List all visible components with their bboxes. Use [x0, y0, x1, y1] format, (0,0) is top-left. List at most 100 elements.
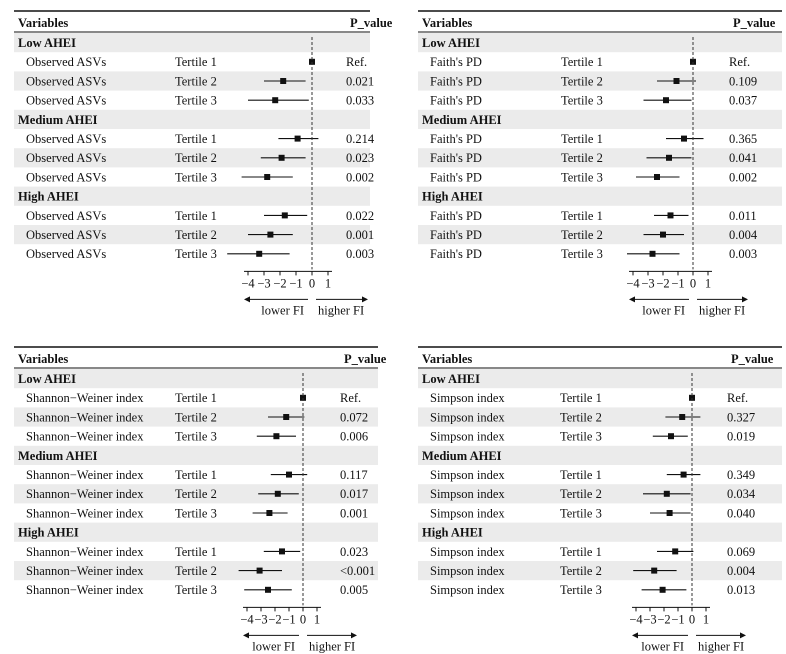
row-shading: [14, 186, 370, 206]
group-label: Medium AHEI: [18, 113, 98, 127]
x-tick-label: −2: [656, 276, 669, 290]
p-value: 0.040: [727, 506, 755, 520]
p-value: 0.023: [346, 151, 374, 165]
variable-label: Shannon−Weiner index: [26, 506, 144, 520]
row-shading: [14, 407, 378, 427]
variable-label: Simpson index: [430, 391, 505, 405]
variable-label: Simpson index: [430, 564, 505, 578]
p-value: 0.001: [346, 228, 374, 242]
x-tick-label: −4: [626, 276, 640, 290]
higher-arrow-head: [740, 632, 746, 639]
group-label: Medium AHEI: [422, 449, 502, 463]
x-tick-label: −4: [240, 612, 254, 626]
tertile-label: Tertile 2: [175, 228, 217, 242]
tertile-label: Tertile 1: [175, 468, 217, 482]
row-shading: [14, 33, 370, 53]
point-estimate: [663, 490, 670, 497]
tertile-label: Tertile 2: [175, 487, 217, 501]
point-estimate: [294, 135, 301, 142]
p-value: 0.001: [340, 506, 368, 520]
row-shading: [418, 407, 782, 427]
p-value: 0.034: [727, 487, 756, 501]
x-tick-label: 1: [314, 612, 320, 626]
p-value: 0.349: [727, 468, 755, 482]
row-shading: [14, 148, 370, 168]
row-shading: [14, 109, 370, 129]
p-value: 0.037: [729, 94, 757, 108]
lower-fi-label: lower FI: [642, 303, 685, 317]
lower-arrow-head: [243, 632, 249, 639]
tertile-label: Tertile 3: [561, 94, 603, 108]
tertile-label: Tertile 2: [561, 151, 603, 165]
tertile-label: Tertile 3: [175, 170, 217, 184]
p-value: 0.109: [729, 74, 757, 88]
row-shading: [14, 484, 378, 504]
row-shading: [418, 71, 782, 91]
variable-label: Faith's PD: [430, 170, 482, 184]
variable-label: Observed ASVs: [26, 209, 106, 223]
point-estimate: [668, 433, 674, 440]
point-estimate: [281, 212, 288, 219]
point-estimate: [689, 394, 695, 401]
group-label: High AHEI: [18, 190, 79, 204]
variable-label: Simpson index: [430, 506, 505, 520]
tertile-label: Tertile 2: [175, 74, 217, 88]
tertile-label: Tertile 2: [175, 564, 217, 578]
x-tick-label: −4: [629, 612, 643, 626]
point-estimate: [256, 567, 263, 574]
p-value: 0.019: [727, 430, 755, 444]
tertile-label: Tertile 1: [560, 468, 602, 482]
tertile-label: Tertile 3: [560, 506, 602, 520]
point-estimate: [300, 394, 306, 401]
p-value: 0.117: [340, 468, 368, 482]
variable-label: Faith's PD: [430, 209, 482, 223]
tertile-label: Tertile 3: [175, 94, 217, 108]
tertile-label: Tertile 1: [175, 209, 217, 223]
point-estimate: [267, 231, 274, 238]
tertile-label: Tertile 2: [560, 564, 602, 578]
higher-fi-label: higher FI: [309, 639, 355, 653]
higher-fi-label: higher FI: [318, 303, 364, 317]
group-label: High AHEI: [422, 526, 483, 540]
row-shading: [418, 33, 782, 53]
row-shading: [418, 148, 782, 168]
variable-label: Observed ASVs: [26, 170, 106, 184]
variable-label: Shannon−Weiner index: [26, 430, 144, 444]
point-estimate: [666, 510, 673, 516]
point-estimate: [265, 586, 271, 593]
point-estimate: [673, 78, 680, 84]
point-estimate: [666, 154, 672, 161]
group-label: High AHEI: [422, 190, 483, 204]
point-estimate: [667, 212, 674, 219]
tertile-label: Tertile 2: [560, 487, 602, 501]
variable-label: Faith's PD: [430, 151, 482, 165]
x-tick-label: −3: [254, 612, 267, 626]
tertile-label: Tertile 1: [560, 545, 602, 559]
variable-label: Faith's PD: [430, 228, 482, 242]
variable-label: Faith's PD: [430, 132, 482, 146]
point-estimate: [681, 135, 687, 142]
point-estimate: [286, 471, 292, 478]
p-value: 0.041: [729, 151, 757, 165]
p-value: <0.001: [340, 564, 375, 578]
point-estimate: [272, 97, 279, 104]
header-p-value: P_value: [344, 352, 387, 366]
point-estimate: [273, 433, 280, 440]
group-label: Low AHEI: [422, 36, 480, 50]
lower-fi-label: lower FI: [261, 303, 304, 317]
row-shading: [418, 561, 782, 581]
group-label: Low AHEI: [422, 372, 480, 386]
x-tick-label: −1: [671, 276, 684, 290]
tertile-label: Tertile 3: [175, 583, 217, 597]
tertile-label: Tertile 1: [561, 132, 603, 146]
header-variables: Variables: [18, 16, 68, 30]
p-value: 0.022: [346, 209, 374, 223]
row-shading: [418, 109, 782, 129]
row-shading: [14, 71, 370, 91]
tertile-label: Tertile 2: [560, 410, 602, 424]
p-value: 0.006: [340, 430, 368, 444]
p-value: Ref.: [346, 55, 367, 69]
group-label: Medium AHEI: [18, 449, 98, 463]
p-value: 0.002: [729, 170, 757, 184]
